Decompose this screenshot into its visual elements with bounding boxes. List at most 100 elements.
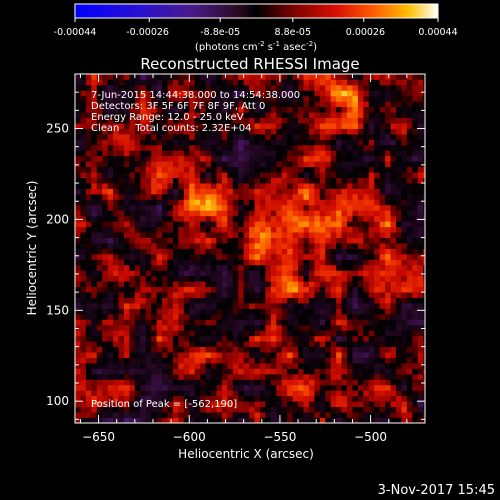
heatmap-cell xyxy=(347,264,353,271)
heatmap-cell xyxy=(325,183,332,189)
heatmap-cell xyxy=(336,112,342,119)
heatmap-cell xyxy=(118,324,125,331)
heatmap-cell xyxy=(357,150,364,157)
heatmap-cell xyxy=(249,215,255,222)
heatmap-cell xyxy=(167,384,174,391)
heatmap-cell xyxy=(259,341,266,348)
heatmap-cell xyxy=(200,346,206,353)
heatmap-cell xyxy=(107,95,114,102)
heatmap-cell xyxy=(292,204,299,211)
heatmap-cell xyxy=(145,172,152,179)
heatmap-cell xyxy=(216,264,223,271)
heatmap-cell xyxy=(227,204,234,211)
heatmap-cell xyxy=(303,308,310,315)
heatmap-cell xyxy=(189,286,196,293)
heatmap-cell xyxy=(259,373,266,380)
heatmap-cell xyxy=(129,237,136,244)
heatmap-cell xyxy=(118,275,125,282)
heatmap-cell xyxy=(352,215,359,222)
heatmap-cell xyxy=(107,319,114,326)
heatmap-cell xyxy=(368,330,375,337)
heatmap-cell xyxy=(178,79,185,86)
heatmap-cell xyxy=(303,177,310,184)
heatmap-cell xyxy=(238,352,245,358)
heatmap-cell xyxy=(341,144,348,151)
heatmap-cell xyxy=(287,139,294,146)
heatmap-cell xyxy=(205,188,212,195)
heatmap-cell xyxy=(249,183,255,189)
heatmap-cell xyxy=(292,373,299,380)
heatmap-cell xyxy=(281,352,288,358)
heatmap-cell xyxy=(183,270,190,277)
heatmap-cell xyxy=(401,412,408,418)
heatmap-cell xyxy=(347,363,353,369)
heatmap-cell xyxy=(336,95,342,102)
heatmap-cell xyxy=(96,417,103,423)
heatmap-cell xyxy=(412,243,419,249)
heatmap-cell xyxy=(249,319,255,326)
heatmap-cell xyxy=(221,270,228,277)
heatmap-cell xyxy=(292,74,299,80)
heatmap-cell xyxy=(172,368,179,375)
heatmap-cell xyxy=(75,401,81,408)
heatmap-cell xyxy=(238,259,245,266)
heatmap-cell xyxy=(395,417,402,423)
heatmap-cell xyxy=(91,324,98,331)
heatmap-cell xyxy=(151,106,158,113)
heatmap-cell xyxy=(75,417,81,423)
heatmap-cell xyxy=(123,215,130,222)
heatmap-cell xyxy=(107,144,114,151)
heatmap-cell xyxy=(281,243,288,249)
heatmap-cell xyxy=(254,357,261,364)
heatmap-cell xyxy=(216,215,223,222)
heatmap-cell xyxy=(330,330,337,337)
heatmap-cell xyxy=(298,172,304,179)
heatmap-cell xyxy=(113,84,119,91)
heatmap-cell xyxy=(308,166,315,173)
heatmap-cell xyxy=(167,172,174,179)
heatmap-cell xyxy=(96,373,103,380)
heatmap-cell xyxy=(178,243,185,249)
heatmap-cell xyxy=(140,384,147,391)
heatmap-cell xyxy=(303,286,310,293)
heatmap-cell xyxy=(80,341,87,348)
heatmap-cell xyxy=(172,308,179,315)
x-axis-label: Heliocentric X (arcsec) xyxy=(178,447,314,461)
heatmap-cell xyxy=(281,395,288,402)
heatmap-cell xyxy=(357,303,364,309)
heatmap-cell xyxy=(75,144,81,151)
heatmap-cell xyxy=(363,155,370,162)
heatmap-cell xyxy=(412,308,419,315)
heatmap-cell xyxy=(281,303,288,309)
heatmap-cell xyxy=(162,417,168,423)
heatmap-cell xyxy=(118,401,125,408)
heatmap-cell xyxy=(363,297,370,304)
heatmap-cell xyxy=(287,313,294,320)
heatmap-cell xyxy=(238,172,245,179)
heatmap-cell xyxy=(194,90,201,97)
y-axis-label: Heliocentric Y (arcsec) xyxy=(25,181,39,316)
heatmap-cell xyxy=(91,84,98,91)
heatmap-cell xyxy=(395,395,402,402)
heatmap-cell xyxy=(205,221,212,228)
heatmap-cell xyxy=(194,363,201,369)
heatmap-cell xyxy=(276,319,283,326)
heatmap-cell xyxy=(123,346,130,353)
heatmap-cell xyxy=(281,144,288,151)
heatmap-cell xyxy=(96,188,103,195)
heatmap-cell xyxy=(292,412,299,418)
heatmap-cell xyxy=(254,95,261,102)
heatmap-cell xyxy=(374,243,381,249)
heatmap-cell xyxy=(374,259,381,266)
heatmap-cell xyxy=(363,324,370,331)
heatmap-cell xyxy=(336,90,342,97)
heatmap-cell xyxy=(390,384,397,391)
heatmap-cell xyxy=(80,253,87,260)
heatmap-cell xyxy=(156,226,163,233)
heatmap-cell xyxy=(379,357,386,364)
heatmap-cell xyxy=(140,406,147,413)
heatmap-cell xyxy=(325,297,332,304)
heatmap-cell xyxy=(134,264,141,271)
heatmap-cell xyxy=(385,221,391,228)
heatmap-cell xyxy=(249,330,255,337)
